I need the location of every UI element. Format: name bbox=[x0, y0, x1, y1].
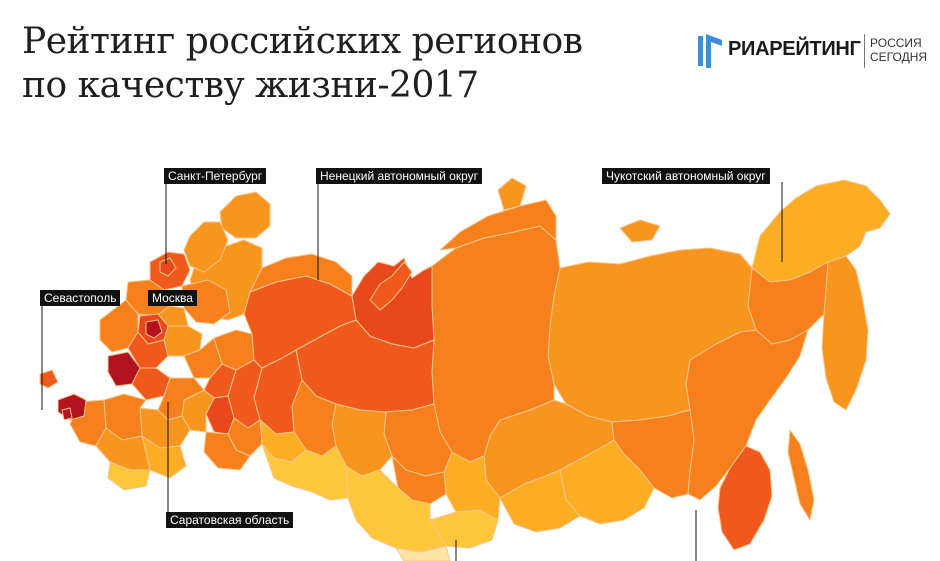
label-nenets: Ненецкий автономный округ bbox=[316, 168, 483, 184]
region-novosibirsk-islands bbox=[619, 219, 661, 243]
title-line-2: по качеству жизни-2017 bbox=[22, 65, 479, 106]
region-kaliningrad bbox=[39, 369, 59, 389]
region-novaya-zemlya bbox=[369, 261, 413, 311]
title-line-1: Рейтинг российских регионов bbox=[22, 21, 583, 62]
label-sevastopol: Севастополь bbox=[40, 290, 121, 306]
region-south-belt bbox=[261, 443, 349, 501]
region-spb bbox=[159, 257, 177, 277]
publisher-line-2: СЕГОДНЯ bbox=[870, 50, 928, 64]
region-nenets bbox=[249, 253, 353, 297]
ria-rating-logo: РИАРЕЙТИНГ РОССИЯ СЕГОДНЯ bbox=[696, 30, 927, 74]
region-altai bbox=[345, 465, 447, 553]
logo-divider bbox=[864, 34, 865, 68]
region-taimyr-north bbox=[439, 199, 557, 251]
region-orenburg bbox=[203, 431, 251, 471]
region-sevastopol bbox=[61, 407, 73, 421]
label-saratov: Саратовская область bbox=[166, 512, 294, 528]
region-dagestan bbox=[107, 461, 151, 491]
region-sakhalin bbox=[787, 429, 815, 521]
label-spb: Санкт-Петербург bbox=[164, 168, 267, 184]
publisher-name: РОССИЯ СЕГОДНЯ bbox=[870, 36, 927, 64]
publisher-line-1: РОССИЯ bbox=[870, 36, 922, 50]
region-murmansk bbox=[219, 191, 271, 239]
label-chukotka: Чукотский автономный округ bbox=[602, 168, 770, 184]
page-title: Рейтинг российских регионов по качеству … bbox=[22, 20, 583, 108]
region-kamchatka bbox=[821, 255, 869, 411]
region-primorye bbox=[717, 445, 773, 551]
label-moscow: Москва bbox=[148, 290, 197, 306]
region-taimyr-islands bbox=[497, 177, 527, 211]
ria-logo-icon bbox=[698, 34, 722, 68]
callout-leaders bbox=[41, 172, 783, 561]
brand-name: РИАРЕЙТИНГ bbox=[728, 38, 861, 60]
region-karelia bbox=[183, 221, 229, 273]
region-altai-republic bbox=[395, 545, 451, 561]
region-moscow bbox=[145, 319, 163, 339]
